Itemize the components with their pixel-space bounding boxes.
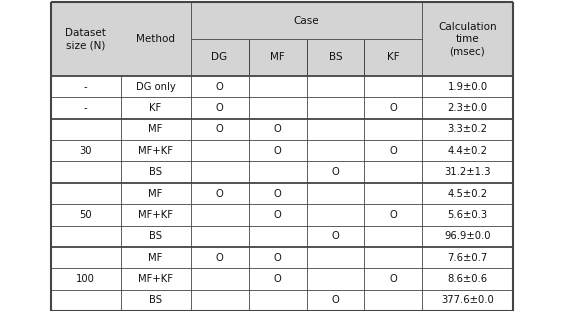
Text: O: O — [274, 253, 282, 262]
Text: -: - — [84, 82, 87, 92]
Text: MF: MF — [148, 124, 163, 134]
Text: 31.2±1.3: 31.2±1.3 — [444, 167, 491, 177]
Text: BS: BS — [149, 167, 162, 177]
Text: O: O — [216, 103, 224, 113]
Bar — [51, 290, 512, 311]
Bar — [51, 119, 512, 140]
Text: Calculation
time
(msec): Calculation time (msec) — [438, 21, 497, 56]
Bar — [51, 140, 512, 161]
Text: BS: BS — [149, 231, 162, 241]
Bar — [51, 247, 512, 268]
Bar — [51, 161, 512, 183]
Text: 50: 50 — [79, 210, 92, 220]
Text: 5.6±0.3: 5.6±0.3 — [448, 210, 488, 220]
Text: MF+KF: MF+KF — [138, 274, 173, 284]
Text: MF: MF — [148, 188, 163, 198]
Text: O: O — [390, 146, 397, 156]
Text: 30: 30 — [79, 146, 92, 156]
Text: O: O — [332, 167, 339, 177]
Text: MF+KF: MF+KF — [138, 210, 173, 220]
Text: MF: MF — [270, 53, 285, 63]
Bar — [51, 225, 512, 247]
Text: 377.6±0.0: 377.6±0.0 — [441, 295, 494, 305]
Bar — [51, 39, 512, 76]
Text: 7.6±0.7: 7.6±0.7 — [448, 253, 488, 262]
Text: O: O — [216, 253, 224, 262]
Text: O: O — [216, 124, 224, 134]
Text: KF: KF — [387, 53, 400, 63]
Bar — [51, 183, 512, 204]
Bar — [51, 76, 512, 97]
Text: BS: BS — [329, 53, 342, 63]
Text: O: O — [332, 295, 339, 305]
Text: Dataset
size (N): Dataset size (N) — [65, 28, 106, 50]
Text: Case: Case — [294, 16, 319, 26]
Text: -: - — [84, 103, 87, 113]
Text: O: O — [216, 82, 224, 92]
Text: 4.4±0.2: 4.4±0.2 — [448, 146, 488, 156]
Text: DG only: DG only — [136, 82, 176, 92]
Text: O: O — [274, 274, 282, 284]
Text: O: O — [274, 146, 282, 156]
Text: MF: MF — [148, 253, 163, 262]
Bar — [51, 204, 512, 225]
Bar — [51, 2, 512, 39]
Text: O: O — [332, 231, 339, 241]
Text: 100: 100 — [76, 274, 95, 284]
Bar — [51, 268, 512, 290]
Text: 2.3±0.0: 2.3±0.0 — [448, 103, 488, 113]
Text: BS: BS — [149, 295, 162, 305]
Text: O: O — [274, 124, 282, 134]
Text: O: O — [390, 103, 397, 113]
Text: 3.3±0.2: 3.3±0.2 — [448, 124, 488, 134]
Bar — [51, 97, 512, 119]
Text: 8.6±0.6: 8.6±0.6 — [448, 274, 488, 284]
Text: O: O — [390, 274, 397, 284]
Text: Method: Method — [136, 34, 175, 44]
Text: O: O — [274, 210, 282, 220]
Text: DG: DG — [212, 53, 227, 63]
Text: 4.5±0.2: 4.5±0.2 — [448, 188, 488, 198]
Text: 1.9±0.0: 1.9±0.0 — [448, 82, 488, 92]
Text: MF+KF: MF+KF — [138, 146, 173, 156]
Text: KF: KF — [149, 103, 162, 113]
Text: 96.9±0.0: 96.9±0.0 — [444, 231, 491, 241]
Text: O: O — [216, 188, 224, 198]
Text: O: O — [274, 188, 282, 198]
Text: O: O — [390, 210, 397, 220]
